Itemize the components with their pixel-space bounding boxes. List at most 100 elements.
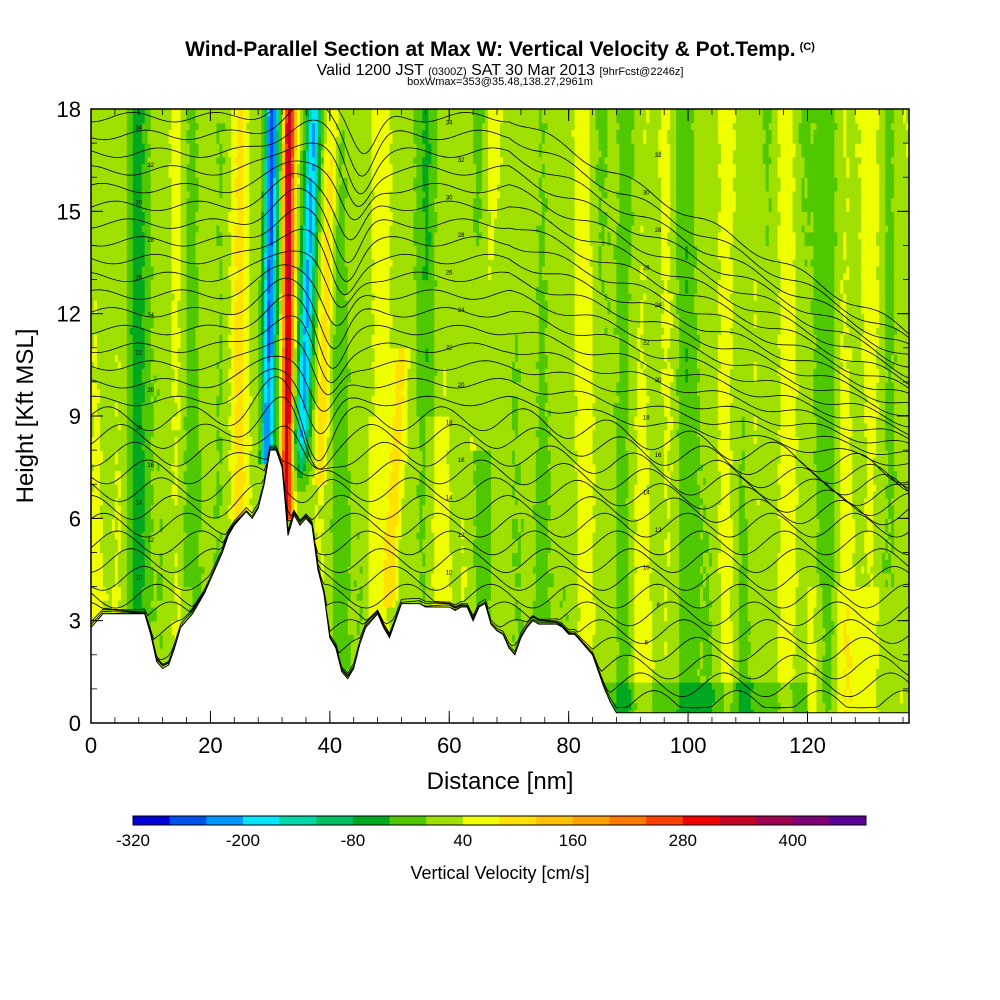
velocity-cell [120,463,125,472]
velocity-cell [105,293,110,301]
velocity-cell [108,163,113,171]
velocity-cell [123,149,128,158]
velocity-cell [123,381,128,390]
velocity-cell [99,375,104,383]
velocity-cell [117,300,122,308]
velocity-cell [114,320,119,328]
velocity-cell [93,115,98,124]
velocity-cell [129,443,134,451]
velocity-cell [99,293,104,301]
velocity-cell [135,531,140,540]
velocity-cell [126,190,131,199]
velocity-cell [111,525,116,533]
velocity-cell [102,593,107,601]
velocity-cell [93,252,98,260]
velocity-cell [96,388,101,397]
velocity-cell [114,450,119,458]
velocity-cell [126,300,131,308]
velocity-cell [91,504,95,513]
velocity-cell [129,163,134,171]
velocity-cell [123,586,128,594]
velocity-cell [132,184,137,192]
velocity-cell [96,429,101,438]
velocity-cell [132,538,137,547]
velocity-cell [135,422,140,431]
velocity-cell [111,313,116,322]
velocity-cell [120,579,125,588]
velocity-cell [126,272,131,281]
velocity-cell [93,156,98,165]
velocity-cell [93,313,98,322]
velocity-cell [96,545,101,554]
velocity-cell [114,306,119,315]
velocity-cell [126,375,131,383]
velocity-cell [102,607,107,615]
velocity-cell [114,286,119,294]
velocity-cell [105,402,110,410]
velocity-cell [117,259,122,267]
velocity-cell [108,552,113,560]
velocity-cell [108,484,113,492]
velocity-cell [102,354,107,363]
velocity-cell [129,395,134,403]
velocity-cell [117,484,122,492]
velocity-cell [99,395,104,403]
velocity-cell [108,300,113,308]
velocity-cell [129,286,134,294]
velocity-cell [114,484,119,492]
velocity-cell [105,477,110,485]
velocity-cell [132,518,137,526]
velocity-cell [117,129,122,137]
velocity-cell [105,204,110,212]
velocity-cell [108,122,113,131]
velocity-cell [91,525,95,533]
velocity-cell [117,463,122,472]
velocity-cell [129,306,134,315]
velocity-cell [99,497,104,506]
velocity-cell [117,286,122,294]
velocity-cell [132,197,137,206]
velocity-cell [105,279,110,287]
velocity-cell [102,122,107,131]
velocity-cell [105,334,110,342]
velocity-cell [102,143,107,151]
velocity-cell [129,211,134,219]
velocity-cell [114,422,119,431]
velocity-cell [91,436,95,444]
velocity-cell [129,600,134,608]
velocity-cell [96,443,101,451]
velocity-cell [108,531,113,540]
velocity-cell [105,245,110,253]
velocity-cell [105,306,110,315]
velocity-cell [135,450,140,458]
velocity-cell [123,197,128,206]
velocity-cell [135,511,140,519]
velocity-cell [120,272,125,281]
velocity-cell [114,375,119,383]
velocity-cell [102,197,107,206]
velocity-cell [114,354,119,363]
velocity-cell [120,190,125,199]
velocity-cell [96,531,101,540]
velocity-cell [111,259,116,267]
velocity-cell [129,416,134,424]
velocity-cell [108,572,113,581]
velocity-cell [91,497,95,506]
velocity-cell [108,422,113,431]
velocity-cell [91,149,95,158]
velocity-cell [135,518,140,526]
velocity-cell [93,340,98,349]
velocity-cell [91,450,95,458]
velocity-cell [132,211,137,219]
velocity-cell [102,525,107,533]
velocity-cell [117,525,122,533]
velocity-cell [117,156,122,165]
velocity-cell [105,388,110,397]
velocity-cell [120,115,125,124]
velocity-cell [129,402,134,410]
velocity-cell [96,409,101,417]
velocity-cell [96,224,101,233]
velocity-cell [105,129,110,137]
velocity-cell [129,484,134,492]
velocity-cell [135,463,140,472]
